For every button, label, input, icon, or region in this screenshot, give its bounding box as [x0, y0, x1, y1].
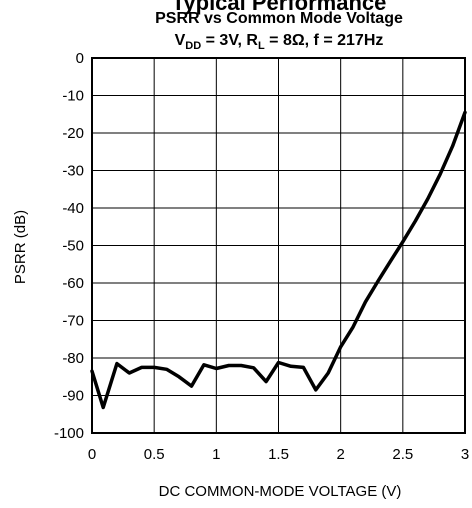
chart-subtitle: VDD = 3V, RL = 8Ω, f = 217Hz [175, 32, 384, 52]
subtitle-rest: = 8Ω, f = 217Hz [265, 32, 384, 49]
y-tick-label: -10 [62, 88, 84, 105]
y-tick-label: -60 [62, 275, 84, 292]
x-tick-label: 1.5 [268, 446, 289, 463]
psrr-series-line [90, 110, 467, 410]
y-tick-label: -50 [62, 238, 84, 255]
y-tick-label: -100 [54, 425, 84, 442]
y-tick-label: -70 [62, 313, 84, 330]
y-tick-label: 0 [76, 50, 84, 67]
x-tick-label: 0 [88, 446, 96, 463]
y-tick-label: -30 [62, 163, 84, 180]
chart-title-top: Typical Performance [172, 0, 387, 15]
y-tick-label: -20 [62, 125, 84, 142]
x-tick-label: 0.5 [144, 446, 165, 463]
x-tick-label: 1 [212, 446, 220, 463]
x-tick-label: 2 [336, 446, 344, 463]
subtitle-rl-sub: L [258, 40, 265, 52]
y-axis-label: PSRR (dB) [12, 210, 29, 284]
grid-layer [92, 58, 465, 433]
plot-frame [91, 57, 466, 434]
tick-label-layer: 0 0.5 1 1.5 2 2.5 3 0 -10 -20 -30 -40 -50 -60 -70 -80 -9… [54, 50, 469, 463]
y-tick-label: -80 [62, 350, 84, 367]
chart-title: PSRR vs Common Mode Voltage [155, 10, 403, 27]
x-axis-label: DC COMMON-MODE VOLTAGE (V) [159, 483, 402, 500]
subtitle-vdd-value: = 3V, R [201, 32, 258, 49]
y-tick-label: -40 [62, 200, 84, 217]
x-tick-label: 2.5 [392, 446, 413, 463]
chart-title-group: Typical Performance PSRR vs Common Mode … [155, 0, 403, 52]
x-tick-label: 3 [461, 446, 469, 463]
y-tick-label: -90 [62, 388, 84, 405]
subtitle-vdd-main: V [175, 32, 186, 49]
subtitle-vdd-sub: DD [185, 40, 201, 52]
series-layer [90, 110, 467, 410]
